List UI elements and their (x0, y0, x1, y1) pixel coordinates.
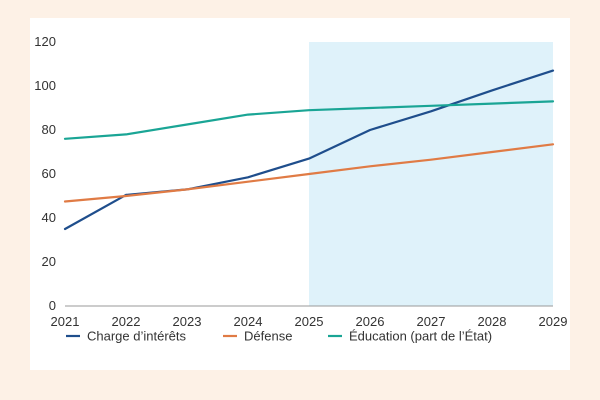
legend-label: Charge d’intérêts (87, 329, 186, 344)
x-tick-label: 2024 (234, 314, 263, 329)
x-tick-label: 2026 (356, 314, 385, 329)
projection-shaded-region (309, 42, 553, 306)
x-tick-label: 2025 (295, 314, 324, 329)
x-tick-label: 2027 (417, 314, 446, 329)
x-tick-label: 2021 (51, 314, 80, 329)
legend-label: Éducation (part de l’État) (349, 329, 492, 344)
y-axis-ticks: 0 20 40 60 80 100 120 (34, 34, 56, 313)
line-chart: 0 20 40 60 80 100 120 2021 2022 2023 2024 2025 2026… (34, 34, 568, 344)
series-line-2 (63, 100, 555, 140)
y-tick-label: 60 (42, 166, 56, 181)
y-tick-label: 0 (49, 298, 56, 313)
y-tick-label: 120 (34, 34, 56, 49)
series-line-1 (63, 143, 555, 203)
x-tick-label: 2028 (478, 314, 507, 329)
x-tick-label: 2022 (112, 314, 141, 329)
y-tick-label: 80 (42, 122, 56, 137)
legend-label: Défense (244, 329, 292, 344)
y-tick-label: 40 (42, 210, 56, 225)
x-tick-label: 2023 (173, 314, 202, 329)
series-lines (63, 69, 555, 231)
legend: Charge d’intérêts Défense Éducation (part … (66, 329, 492, 344)
chart-card: 0 20 40 60 80 100 120 2021 2022 2023 2024 2025 2026… (30, 18, 570, 370)
x-axis-ticks: 2021 2022 2023 2024 2025 2026 2027 2028 2029 (51, 314, 568, 329)
y-tick-label: 20 (42, 254, 56, 269)
x-tick-label: 2029 (539, 314, 568, 329)
y-tick-label: 100 (34, 78, 56, 93)
